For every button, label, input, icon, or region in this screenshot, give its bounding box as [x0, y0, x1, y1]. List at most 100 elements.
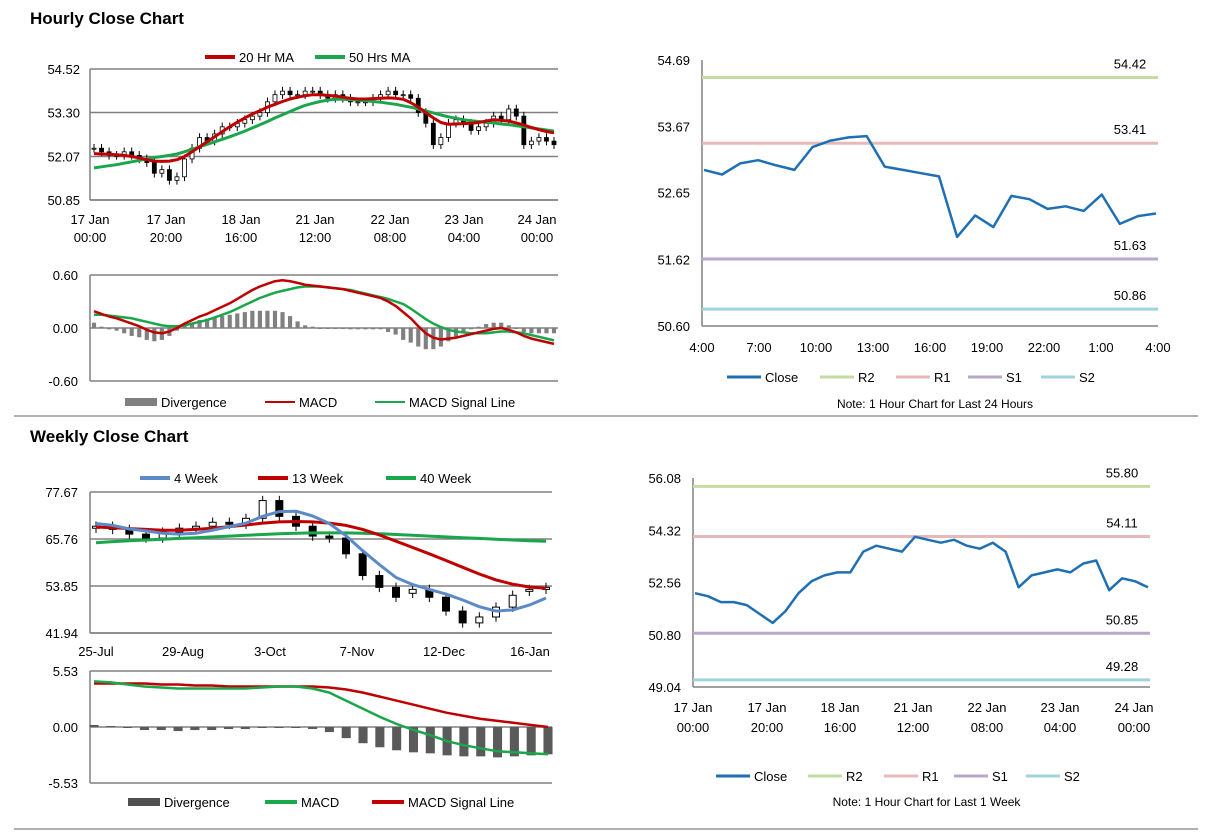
weekly-macd-divergence-bar: [123, 727, 133, 729]
hourly-price-x-tick: 08:00: [374, 230, 407, 245]
weekly-price-x-tick: 25-Jul: [78, 644, 114, 659]
hourly-macd-divergence-bar: [325, 328, 330, 329]
weekly-macd-divergence-bar: [526, 727, 536, 756]
weekly-macd-divergence-bar: [207, 727, 217, 731]
hourly-pivot-level-label-r2: 54.42: [1114, 57, 1147, 72]
hourly-macd-divergence-bar: [265, 310, 270, 328]
hourly-macd-divergence-bar: [197, 320, 202, 328]
weekly-price-x-tick: 16-Jan: [510, 644, 550, 659]
hourly-section-title: Hourly Close Chart: [30, 9, 184, 28]
bottom-divider: [14, 828, 1198, 830]
hourly-macd-divergence-bar: [129, 328, 134, 336]
weekly-pivot-x-tick: 00:00: [677, 720, 710, 735]
hourly-pivot-x-tick: 7:00: [746, 340, 771, 355]
weekly-pivot-x-tick: 17 Jan: [673, 700, 712, 715]
hourly-macd-divergence-bar: [544, 328, 549, 334]
weekly-candle-body: [442, 596, 450, 612]
weekly-pivot-x-tick: 18 Jan: [820, 700, 859, 715]
hourly-legend-ma20-label: 20 Hr MA: [239, 50, 294, 65]
weekly-candle-body: [458, 610, 467, 624]
hourly-candle-body: [438, 137, 444, 146]
hourly-price-x-tick: 20:00: [150, 230, 183, 245]
weekly-macd-divergence-bar: [509, 727, 519, 757]
hourly-macd-divergence-bar: [137, 328, 142, 338]
hourly-pivot-legend-label: S2: [1079, 370, 1095, 385]
weekly-macd-y-tick: 5.53: [53, 664, 78, 679]
hourly-macd-divergence-bar: [370, 328, 376, 330]
weekly-macd-divergence-bar: [493, 727, 503, 758]
weekly-macd-y-tick: 0.00: [53, 720, 78, 735]
weekly-macd-divergence-bar: [257, 727, 267, 729]
weekly-candle-body: [275, 500, 284, 517]
weekly-legend-4week-label: 4 Week: [174, 471, 218, 486]
hourly-macd-divergence-bar: [144, 328, 149, 340]
weekly-candle-body: [308, 525, 317, 537]
hourly-pivot-y-tick: 54.69: [657, 53, 690, 68]
weekly-macd-y-tick: -5.53: [48, 776, 78, 791]
weekly-macd-legend-label: Divergence: [164, 795, 230, 810]
weekly-pivot-x-tick: 16:00: [824, 720, 857, 735]
hourly-macd-divergence-bar: [318, 328, 323, 329]
hourly-pivot-level-label-r1: 53.41: [1114, 122, 1147, 137]
weekly-macd-divergence-bar: [190, 727, 200, 731]
hourly-price-x-tick: 12:00: [299, 230, 332, 245]
hourly-macd-divergence-bar: [287, 316, 293, 328]
weekly-pivot-level-label-r1: 54.11: [1106, 515, 1138, 530]
hourly-candle-body: [400, 94, 406, 97]
weekly-macd-signal-line: [94, 682, 549, 729]
hourly-pivot-x-tick: 4:00: [1145, 340, 1170, 355]
weekly-pivot-x-tick: 24 Jan: [1114, 700, 1153, 715]
hourly-price-x-tick: 24 Jan: [517, 212, 556, 227]
weekly-candle-body: [258, 500, 267, 519]
weekly-pivot-x-tick: 23 Jan: [1040, 700, 1079, 715]
hourly-candle-body: [536, 137, 542, 142]
weekly-pivot-level-label-s2: 49.28: [1106, 659, 1139, 674]
weekly-candle-body: [408, 588, 417, 594]
hourly-pivot-level-label-s2: 50.86: [1114, 288, 1147, 303]
hourly-macd-divergence-bar: [122, 328, 127, 334]
hourly-macd-divergence-bar: [438, 328, 443, 347]
weekly-macd-divergence-bar: [308, 727, 318, 730]
hourly-price-x-tick: 04:00: [448, 230, 481, 245]
hourly-pivot-y-tick: 53.67: [657, 119, 690, 134]
hourly-pivot-y-tick: 50.60: [657, 319, 690, 334]
hourly-candle-body: [159, 169, 165, 174]
hourly-candle-body: [280, 90, 285, 96]
hourly-macd-divergence-bar: [529, 328, 534, 334]
hourly-candle-body: [182, 158, 187, 178]
hourly-macd-divergence-bar: [378, 328, 383, 330]
weekly-pivot-x-tick: 04:00: [1044, 720, 1077, 735]
hourly-macd-divergence-bar: [205, 318, 210, 328]
weekly-pivot-level-label-s1: 50.85: [1106, 612, 1139, 627]
hourly-candle-body: [91, 147, 97, 150]
hourly-price-x-tick: 17 Jan: [146, 212, 185, 227]
weekly-candle-body: [392, 586, 400, 598]
hourly-macd-divergence-bar: [303, 325, 308, 328]
weekly-macd-legend-label: MACD: [301, 795, 339, 810]
weekly-legend-40week-label: 40 Week: [420, 471, 472, 486]
weekly-pivot-legend-label: R1: [922, 769, 939, 784]
hourly-candle-body: [272, 94, 278, 103]
hourly-candle-body: [257, 112, 263, 117]
weekly-candle-body: [375, 575, 384, 588]
hourly-pivot-note: Note: 1 Hour Chart for Last 24 Hours: [837, 397, 1033, 411]
hourly-macd-divergence-bar: [99, 326, 104, 328]
weekly-macd-divergence-bar: [223, 727, 234, 730]
hourly-macd-legend-label: MACD: [299, 395, 337, 410]
weekly-macd-divergence-bar: [425, 727, 435, 754]
hourly-macd-divergence-bar: [220, 316, 225, 328]
hourly-candle-body: [385, 90, 391, 96]
hourly-macd-divergence-bar: [536, 328, 541, 334]
hourly-pivot-x-tick: 13:00: [857, 340, 890, 355]
hourly-price-y-tick: 54.52: [47, 62, 80, 77]
hourly-macd-macd-line: [93, 279, 555, 346]
hourly-candle-body: [151, 162, 157, 174]
hourly-macd-divergence-bar: [386, 328, 391, 332]
weekly-price-y-tick: 53.85: [45, 579, 78, 594]
weekly-price-y-tick: 41.94: [45, 626, 78, 641]
hourly-macd-divergence-bar: [506, 325, 511, 328]
weekly-price-x-tick: 7-Nov: [340, 644, 375, 659]
weekly-pivot-x-tick: 22 Jan: [967, 700, 1006, 715]
hourly-candle-body: [506, 108, 512, 121]
